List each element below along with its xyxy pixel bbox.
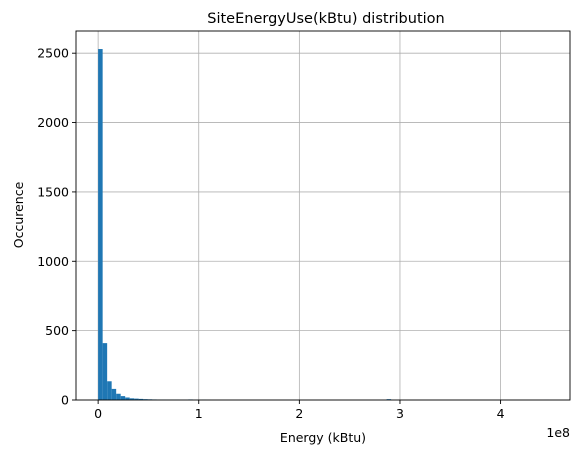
histogram-bar <box>102 343 108 400</box>
plot-frame <box>75 30 571 401</box>
histogram-bar <box>129 398 135 400</box>
y-axis-ticks: 0 500 1000 1500 2000 2500 <box>37 46 76 408</box>
grid-lines <box>76 31 570 401</box>
histogram-bar <box>111 388 117 400</box>
x-axis-ticks: 0 1 2 3 4 <box>94 400 505 421</box>
y-tick-label: 1000 <box>37 254 69 269</box>
y-axis-label: Occurence <box>11 181 26 248</box>
y-tick-label: 2500 <box>37 46 69 61</box>
y-tick-label: 1500 <box>37 184 69 199</box>
histogram-bars <box>98 49 549 400</box>
x-axis-label: Energy (kBtu) <box>280 430 366 445</box>
x-tick-label: 4 <box>497 406 505 421</box>
x-axis-offset-text: 1e8 <box>546 425 570 440</box>
histogram-bar <box>107 381 112 400</box>
histogram-bar <box>120 396 126 400</box>
x-tick-label: 1 <box>195 406 203 421</box>
histogram-bar <box>138 398 144 400</box>
histogram-bar <box>125 397 130 400</box>
x-tick-label: 2 <box>295 406 303 421</box>
x-tick-label: 3 <box>396 406 404 421</box>
x-tick-label: 0 <box>94 406 102 421</box>
histogram-bar <box>116 393 121 400</box>
y-tick-label: 2000 <box>37 115 69 130</box>
chart-title: SiteEnergyUse(kBtu) distribution <box>207 11 444 27</box>
y-tick-label: 0 <box>61 393 69 408</box>
y-tick-label: 500 <box>45 323 69 338</box>
histogram-bar <box>134 398 139 400</box>
histogram-bar <box>98 49 103 400</box>
